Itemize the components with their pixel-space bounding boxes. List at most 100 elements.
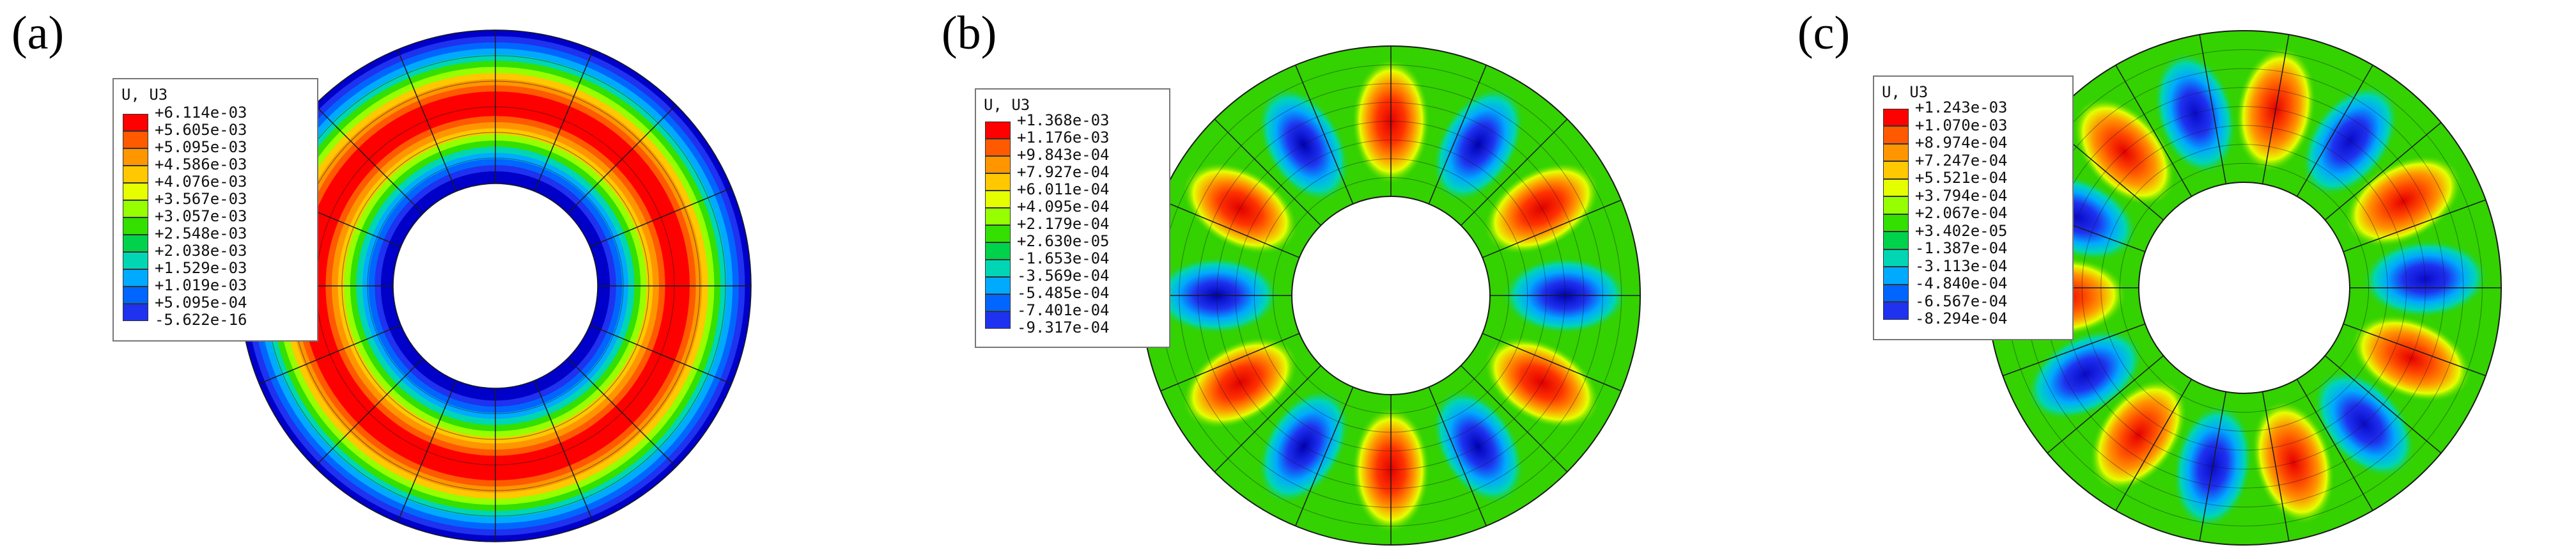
legend-value: +2.179e-04 bbox=[1017, 215, 1110, 233]
legend-swatch bbox=[985, 259, 1011, 277]
legend-swatch bbox=[1883, 126, 1909, 144]
legend-value: +1.019e-03 bbox=[155, 276, 247, 294]
negative-lobe bbox=[2301, 84, 2400, 198]
panel-b: (b) U, U3 +1.368e-03 +1.176e-03 +9.843e-04… bbox=[858, 0, 1717, 559]
legend-value: +2.067e-04 bbox=[1915, 204, 2008, 222]
positive-lobe bbox=[1484, 336, 1600, 429]
legend-swatch bbox=[123, 130, 148, 148]
legend-value: +5.095e-03 bbox=[155, 138, 247, 156]
legend-value: -5.622e-16 bbox=[155, 311, 247, 329]
mesh-radial bbox=[2296, 65, 2373, 197]
mesh-radial bbox=[2199, 391, 2227, 542]
negative-lobe bbox=[2153, 51, 2237, 176]
mesh-radial bbox=[567, 104, 677, 214]
legend-value: +1.070e-03 bbox=[1915, 116, 2008, 134]
mesh-radial bbox=[1482, 200, 1622, 258]
panel-a-legend-title: U, U3 bbox=[121, 86, 168, 104]
mesh-radial bbox=[1428, 65, 1487, 205]
legend-value: -4.840e-04 bbox=[1915, 274, 2008, 292]
legend-value: +7.247e-04 bbox=[1915, 151, 2008, 169]
positive-lobe bbox=[2350, 314, 2472, 402]
legend-swatch bbox=[985, 173, 1011, 191]
legend-value: +3.402e-05 bbox=[1915, 221, 2008, 240]
legend-value: +2.548e-03 bbox=[155, 224, 247, 242]
legend-value: -8.294e-04 bbox=[1915, 310, 2008, 327]
legend-swatch bbox=[123, 200, 148, 217]
legend-value: -7.401e-04 bbox=[1017, 301, 1110, 319]
legend-value: -5.485e-04 bbox=[1017, 284, 1110, 302]
legend-swatch bbox=[1883, 143, 1909, 162]
legend-swatch bbox=[1883, 284, 1909, 303]
legend-swatch bbox=[123, 234, 148, 252]
legend-swatch bbox=[985, 190, 1011, 208]
mesh-radial bbox=[1160, 333, 1300, 391]
legend-value: +1.368e-03 bbox=[1017, 111, 1110, 129]
legend-value: +6.114e-03 bbox=[155, 104, 247, 122]
mesh-radial bbox=[567, 358, 677, 468]
legend-swatch bbox=[1883, 108, 1909, 127]
mesh-radial bbox=[397, 380, 457, 523]
legend-swatch bbox=[123, 303, 148, 321]
mesh-radial bbox=[1214, 118, 1321, 226]
legend-value: +3.567e-03 bbox=[155, 190, 247, 208]
legend-swatch bbox=[123, 217, 148, 235]
mesh-radial bbox=[2002, 323, 2146, 377]
mesh-radial bbox=[2343, 199, 2487, 253]
negative-lobe bbox=[1257, 86, 1351, 203]
legend-swatch bbox=[985, 294, 1011, 311]
legend-swatch bbox=[123, 182, 148, 200]
mesh-radial bbox=[397, 49, 457, 192]
mesh-radial bbox=[2262, 34, 2290, 184]
mesh-radial bbox=[2115, 379, 2192, 511]
legend-value: +8.974e-04 bbox=[1915, 134, 2008, 152]
mesh-radial bbox=[1482, 333, 1622, 391]
mesh-radial bbox=[1160, 200, 1300, 258]
legend-value: +6.011e-04 bbox=[1017, 180, 1110, 198]
legend-value: +4.586e-03 bbox=[155, 155, 247, 173]
positive-lobe bbox=[1484, 162, 1600, 255]
panel-a: (a) U, U3 +6.114e-03 +5.605e-03 +5.095e-03… bbox=[0, 0, 858, 559]
negative-lobe bbox=[1431, 86, 1525, 203]
mesh-radial bbox=[1295, 65, 1354, 205]
legend-swatch bbox=[1883, 161, 1909, 179]
mesh-radial bbox=[314, 104, 424, 214]
legend-value: -1.387e-04 bbox=[1915, 239, 2008, 257]
legend-value: +5.521e-04 bbox=[1915, 169, 2008, 187]
legend-value: -1.653e-04 bbox=[1017, 249, 1110, 267]
mesh-radial bbox=[2199, 34, 2227, 184]
legend-value: +2.630e-05 bbox=[1017, 232, 1110, 250]
panel-b-mode-shape bbox=[1141, 45, 1641, 546]
legend-value: +5.095e-04 bbox=[155, 294, 247, 311]
panel-a-ring-contour bbox=[239, 29, 752, 542]
mesh-radial bbox=[2262, 391, 2290, 542]
legend-swatch bbox=[1883, 302, 1909, 320]
legend-swatch bbox=[1883, 232, 1909, 249]
negative-lobe bbox=[1257, 388, 1351, 505]
mesh-radial bbox=[1428, 386, 1487, 526]
panel-c-legend-title: U, U3 bbox=[1882, 83, 1928, 101]
legend-value: +4.095e-04 bbox=[1017, 198, 1110, 216]
panel-c-ring-contour bbox=[1987, 30, 2502, 546]
legend-swatch bbox=[985, 155, 1011, 173]
legend-swatch bbox=[985, 207, 1011, 225]
panel-c-legend: U, U3 +1.243e-03 +1.070e-03 +8.974e-04 +7.2… bbox=[1873, 75, 2074, 340]
positive-lobe bbox=[2089, 378, 2188, 492]
legend-swatch bbox=[1883, 214, 1909, 232]
panel-a-legend: U, U3 +6.114e-03 +5.605e-03 +5.095e-03 +4.5… bbox=[113, 78, 318, 342]
mesh-radial bbox=[2115, 65, 2192, 197]
legend-swatch bbox=[1883, 178, 1909, 197]
inner-hole bbox=[2138, 182, 2350, 394]
mesh-radial bbox=[1461, 118, 1568, 226]
panel-b-ring-contour bbox=[1141, 45, 1641, 546]
legend-value: -9.317e-04 bbox=[1017, 319, 1110, 336]
legend-value: +5.605e-03 bbox=[155, 121, 247, 139]
legend-value: +1.243e-03 bbox=[1915, 98, 2008, 116]
mesh-radial bbox=[2324, 122, 2442, 221]
mesh-radial bbox=[2296, 379, 2373, 511]
positive-lobe bbox=[2344, 155, 2463, 248]
legend-swatch bbox=[985, 121, 1011, 139]
inner-hole bbox=[392, 183, 598, 389]
positive-lobe bbox=[2251, 400, 2335, 525]
legend-value: +3.057e-03 bbox=[155, 207, 247, 225]
mesh-radial bbox=[1214, 365, 1321, 473]
